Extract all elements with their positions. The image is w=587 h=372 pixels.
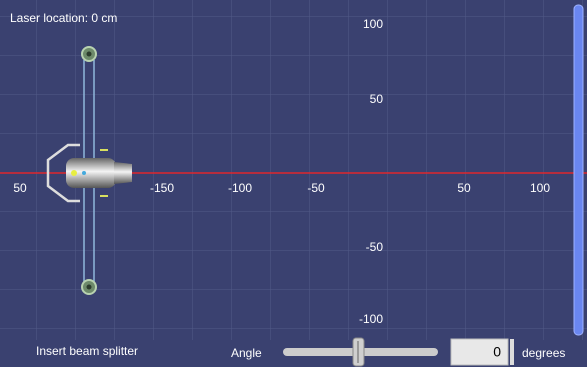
y-axis-label: -100 bbox=[359, 312, 383, 326]
laser-location: Laser location: 0 cm bbox=[10, 11, 117, 25]
x-axis-label: 100 bbox=[530, 181, 550, 195]
beam-splitter-label[interactable]: Insert beam splitter bbox=[36, 344, 138, 358]
x-axis-label: 50 bbox=[457, 181, 471, 195]
x-axis-label: 50 bbox=[13, 181, 27, 195]
angle-label: Angle bbox=[231, 346, 262, 360]
handle-dot bbox=[87, 285, 92, 290]
side-bar[interactable] bbox=[574, 5, 583, 335]
x-axis-label: -150 bbox=[150, 181, 174, 195]
x-axis-label: -100 bbox=[228, 181, 252, 195]
handle-dot bbox=[87, 52, 92, 57]
input-spinner[interactable] bbox=[510, 339, 514, 365]
y-axis-label: 100 bbox=[363, 17, 383, 31]
y-axis-label: 50 bbox=[370, 92, 384, 106]
simulation: Laser location: 0 cm 50-150-100-5050100 … bbox=[0, 0, 587, 367]
angle-value: 0 bbox=[493, 344, 501, 360]
angle-unit: degrees bbox=[522, 346, 565, 360]
y-axis-label: -50 bbox=[366, 240, 384, 254]
x-axis-label: -50 bbox=[307, 181, 325, 195]
